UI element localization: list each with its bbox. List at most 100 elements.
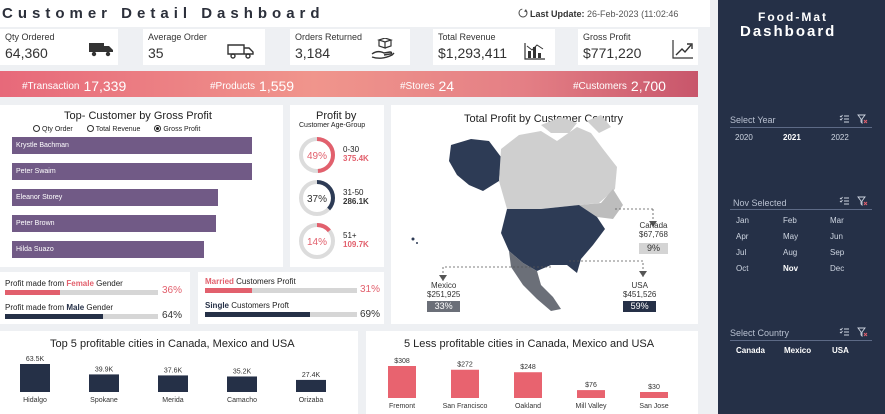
city-bar-value: $76 bbox=[585, 382, 597, 389]
city-bar-label: Fremont bbox=[389, 403, 415, 410]
city-bar-label: Spokane bbox=[90, 397, 118, 404]
city-bar[interactable] bbox=[158, 375, 188, 392]
customer-bar[interactable]: Eleanor Storey bbox=[12, 189, 218, 206]
city-bar[interactable] bbox=[388, 366, 416, 398]
month-slicer-label: Nov Selected bbox=[733, 198, 787, 208]
city-bar-label: Camacho bbox=[227, 397, 257, 404]
age-donut-percent: 37% bbox=[307, 194, 327, 205]
city-bar[interactable] bbox=[227, 376, 257, 392]
kpi-value: 64,360 bbox=[5, 45, 48, 61]
multi-select-icon[interactable] bbox=[839, 196, 850, 206]
male-profit-bar bbox=[5, 314, 103, 319]
month-option[interactable]: Oct bbox=[736, 264, 749, 273]
age-donut-arc bbox=[299, 137, 335, 173]
city-bar[interactable] bbox=[514, 372, 542, 398]
kpi-label: Orders Returned bbox=[295, 32, 363, 42]
city-bar-value: 63.5K bbox=[26, 356, 45, 363]
country-option[interactable]: Canada bbox=[736, 346, 765, 355]
page-title: Customer Detail Dashboard bbox=[2, 5, 325, 22]
age-group-label: 51+ 109.7K bbox=[343, 231, 369, 249]
kpi-total-revenue: Total Revenue $1,293,411 bbox=[433, 29, 555, 65]
month-option[interactable]: Nov bbox=[783, 264, 799, 273]
mexico-callout: Mexico $251,925 33% bbox=[427, 281, 461, 312]
age-donut: 14% bbox=[299, 223, 335, 259]
less-cities-panel: 5 Less profitable cities in Canada, Mexi… bbox=[366, 331, 698, 414]
kpi-value: $1,293,411 bbox=[438, 45, 508, 61]
country-option[interactable]: USA bbox=[832, 346, 849, 355]
canada-callout: Canada $67,768 9% bbox=[639, 221, 668, 254]
clear-filter-icon[interactable] bbox=[857, 327, 868, 337]
top-cities-title: Top 5 profitable cities in Canada, Mexic… bbox=[50, 338, 295, 350]
country-option[interactable]: Mexico bbox=[784, 346, 812, 355]
city-bar[interactable] bbox=[89, 374, 119, 392]
month-option[interactable]: Dec bbox=[830, 264, 845, 273]
customer-bar[interactable]: Peter Swaim bbox=[12, 163, 252, 180]
customer-bar[interactable]: Hilda Suazo bbox=[12, 241, 204, 258]
year-option[interactable]: 2020 bbox=[735, 133, 753, 142]
married-profit-bar bbox=[205, 288, 252, 293]
month-option[interactable]: Jan bbox=[736, 216, 749, 225]
month-option[interactable]: Sep bbox=[830, 248, 845, 257]
single-value: 69% bbox=[360, 309, 381, 320]
canada-region bbox=[499, 127, 617, 209]
hand-package-icon bbox=[371, 38, 395, 60]
city-bar-value: 35.2K bbox=[233, 368, 252, 375]
year-option[interactable]: 2021 bbox=[783, 133, 801, 142]
kpi-qty-ordered: Qty Ordered 64,360 bbox=[0, 29, 118, 65]
banner-products: #Products 1,559 bbox=[210, 78, 295, 94]
dashboard-header: Customer Detail Dashboard Last Update: 2… bbox=[0, 0, 710, 27]
clear-filter-icon[interactable] bbox=[857, 114, 868, 124]
city-bar-label: Oakland bbox=[515, 403, 541, 410]
city-bar-value: $248 bbox=[520, 364, 536, 371]
month-option[interactable]: Feb bbox=[783, 216, 797, 225]
month-option[interactable]: Jul bbox=[736, 248, 747, 257]
usa-region bbox=[501, 205, 605, 273]
male-label: Profit made from Male Gender bbox=[5, 303, 114, 312]
delivery-van-icon bbox=[227, 44, 254, 59]
month-option[interactable]: Jun bbox=[830, 232, 843, 241]
multi-select-icon[interactable] bbox=[839, 327, 850, 337]
kpi-label: Total Revenue bbox=[438, 32, 496, 42]
last-update: Last Update: 26-Feb-2023 (11:02:46 bbox=[518, 8, 678, 19]
customer-bar[interactable]: Krystle Bachman bbox=[12, 137, 252, 154]
city-bar[interactable] bbox=[20, 364, 50, 392]
summary-banner: #Transaction 17,339 #Products 1,559 #Store… bbox=[0, 71, 698, 97]
option-qty-order[interactable]: Qty Order bbox=[33, 125, 73, 133]
multi-select-icon[interactable] bbox=[839, 114, 850, 124]
age-donut: 37% bbox=[299, 180, 335, 216]
option-total-revenue[interactable]: Total Revenue bbox=[86, 125, 140, 133]
month-option[interactable]: Aug bbox=[783, 248, 798, 257]
kpi-label: Qty Ordered bbox=[5, 32, 55, 42]
city-bar[interactable] bbox=[451, 369, 479, 398]
city-bar[interactable] bbox=[640, 392, 668, 398]
month-option[interactable]: Mar bbox=[830, 216, 844, 225]
city-bar-label: Orizaba bbox=[299, 397, 324, 404]
month-option[interactable]: Apr bbox=[736, 232, 749, 241]
age-group-title: Profit by bbox=[316, 110, 357, 122]
clear-filter-icon[interactable] bbox=[857, 196, 868, 206]
month-option[interactable]: May bbox=[783, 232, 799, 241]
marital-panel: Married Customers Profit 31% Single Cust… bbox=[198, 272, 384, 324]
male-value: 64% bbox=[162, 310, 183, 321]
year-option[interactable]: 2022 bbox=[831, 133, 849, 142]
revenue-chart-icon bbox=[524, 43, 545, 60]
kpi-orders-returned: Orders Returned 3,184 bbox=[290, 29, 410, 65]
age-group-subtitle: Customer Age-Group bbox=[299, 122, 366, 129]
mexico-region bbox=[509, 251, 561, 311]
map-title: Total Profit by Customer Country bbox=[464, 113, 623, 125]
less-cities-title: 5 Less profitable cities in Canada, Mexi… bbox=[404, 338, 655, 350]
single-label: Single Customers Proft bbox=[205, 301, 290, 310]
city-bar[interactable] bbox=[296, 379, 326, 392]
age-donut-arc bbox=[299, 223, 335, 259]
country-map-panel: Total Profit by Customer Country Canada $… bbox=[391, 105, 698, 324]
top-customers-title: Top- Customer by Gross Profit bbox=[64, 110, 212, 122]
filter-sidebar: Food-Mat Dashboard Select Year 2020 2021 2… bbox=[718, 0, 885, 414]
city-bar-value: $30 bbox=[648, 384, 660, 391]
option-gross-profit[interactable]: Gross Profit bbox=[154, 125, 200, 133]
banner-stores: #Stores 24 bbox=[400, 78, 455, 94]
customer-bar[interactable]: Peter Brown bbox=[12, 215, 216, 232]
city-bar[interactable] bbox=[577, 390, 605, 398]
canada-islands bbox=[541, 115, 611, 133]
kpi-value: $771,220 bbox=[583, 45, 642, 61]
age-group-panel: Profit by Customer Age-Group 49% 0-30 375.… bbox=[290, 105, 384, 267]
